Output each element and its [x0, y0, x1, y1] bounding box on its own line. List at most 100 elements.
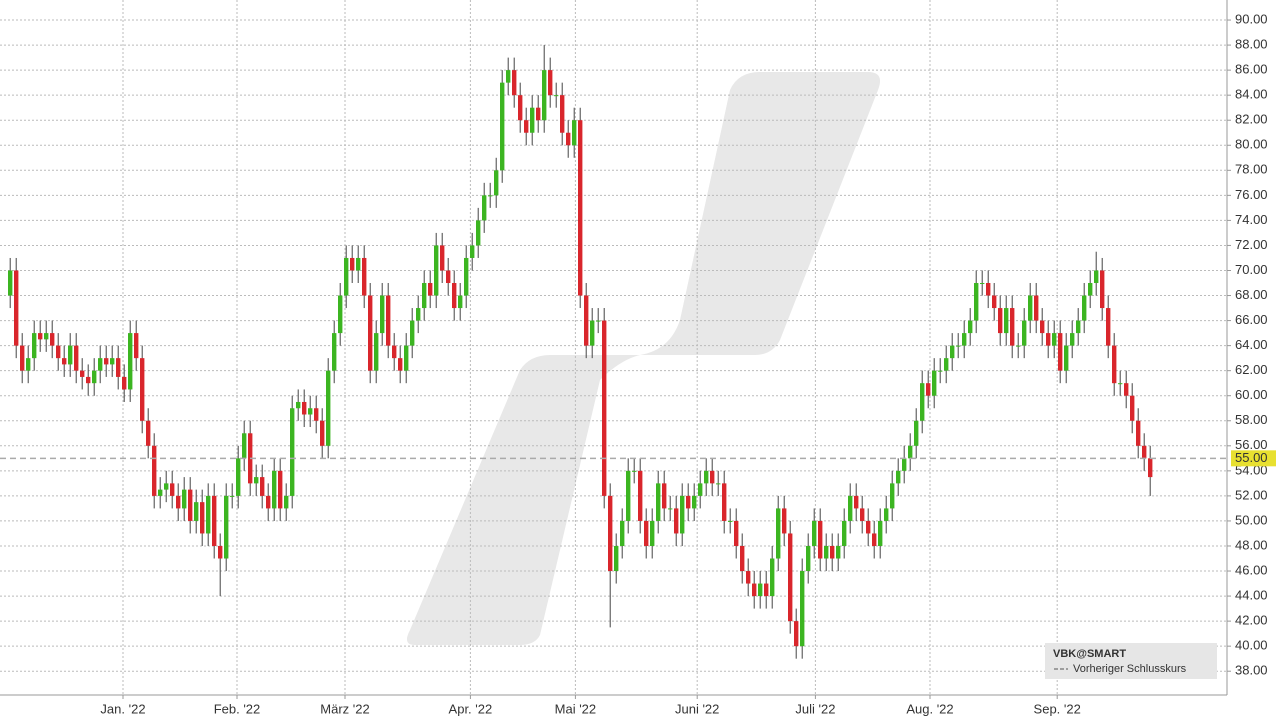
- candle-body: [506, 70, 511, 83]
- x-tick-label: Juni '22: [675, 701, 719, 716]
- candle-body: [356, 257, 361, 271]
- candle-body: [668, 508, 673, 510]
- candle-body: [560, 95, 565, 133]
- candle-body: [734, 520, 739, 546]
- candle-body: [1022, 320, 1027, 346]
- y-tick-label: 88.00: [1235, 37, 1268, 52]
- candle-body: [890, 483, 895, 509]
- legend-title: VBK@SMART: [1053, 648, 1126, 660]
- candle-body: [482, 195, 487, 221]
- candle-body: [20, 345, 25, 371]
- candle-body: [632, 470, 637, 472]
- y-tick-label: 72.00: [1235, 237, 1268, 252]
- candle-body: [362, 257, 367, 296]
- candle-body: [200, 502, 205, 534]
- candle-body: [146, 420, 151, 446]
- candle-body: [314, 408, 319, 421]
- candle-body: [962, 333, 967, 346]
- y-tick-label: 90.00: [1235, 11, 1268, 26]
- candle-body: [848, 495, 853, 521]
- y-tick-label: 80.00: [1235, 137, 1268, 152]
- x-tick-label: März '22: [320, 701, 369, 716]
- candle-body: [1052, 333, 1057, 346]
- candle-body: [938, 370, 943, 372]
- y-tick-label: 70.00: [1235, 262, 1268, 277]
- y-tick-label: 62.00: [1235, 362, 1268, 377]
- candle-body: [662, 483, 667, 509]
- candle-body: [818, 520, 823, 559]
- y-tick-label: 44.00: [1235, 588, 1268, 603]
- candle-body: [602, 320, 607, 496]
- candle-body: [80, 370, 85, 377]
- candle-body: [110, 358, 115, 365]
- y-tick-label: 42.00: [1235, 613, 1268, 628]
- candle-body: [170, 483, 175, 496]
- candle-body: [836, 545, 841, 559]
- candle-body: [548, 70, 553, 96]
- x-tick-label: Mai '22: [555, 701, 597, 716]
- candle-body: [380, 295, 385, 334]
- y-tick-label: 66.00: [1235, 312, 1268, 327]
- candle-body: [884, 508, 889, 521]
- candle-body: [86, 376, 91, 384]
- candle-body: [986, 283, 991, 296]
- candle-body: [488, 195, 493, 197]
- candle-body: [326, 370, 331, 446]
- candle-body: [806, 545, 811, 572]
- candle-body: [752, 583, 757, 597]
- candle-body: [1100, 270, 1105, 309]
- candle-body: [758, 583, 763, 597]
- x-tick-label: Apr. '22: [449, 701, 493, 716]
- candle-body: [74, 345, 79, 371]
- candle-body: [182, 489, 187, 509]
- candle-body: [812, 520, 817, 546]
- candle-body: [428, 283, 433, 296]
- candle-body: [1016, 345, 1021, 347]
- legend: VBK@SMART Vorheriger Schlusskurs: [1045, 643, 1217, 679]
- candle-body: [704, 470, 709, 484]
- candle-body: [38, 333, 43, 340]
- candle-body: [866, 520, 871, 534]
- candle-body: [374, 333, 379, 371]
- candle-body: [236, 458, 241, 496]
- x-tick-label: Aug. '22: [906, 701, 953, 716]
- candle-body: [626, 470, 631, 521]
- candle-body: [1130, 395, 1135, 421]
- y-tick-label: 68.00: [1235, 287, 1268, 302]
- candle-body: [686, 495, 691, 509]
- x-tick-label: Juli '22: [795, 701, 835, 716]
- candle-body: [332, 333, 337, 371]
- candle-body: [1142, 445, 1147, 459]
- candle-body: [26, 358, 31, 371]
- candle-body: [800, 571, 805, 647]
- candle-body: [524, 120, 529, 133]
- candle-body: [638, 470, 643, 521]
- y-tick-label: 52.00: [1235, 487, 1268, 502]
- y-tick-label: 78.00: [1235, 162, 1268, 177]
- candle-body: [368, 295, 373, 371]
- candle-body: [674, 508, 679, 534]
- candle-body: [1046, 333, 1051, 346]
- candle-body: [536, 107, 541, 121]
- candle-body: [584, 295, 589, 346]
- candle-body: [152, 445, 157, 496]
- candle-body: [1094, 270, 1099, 284]
- candle-body: [464, 257, 469, 296]
- candle-body: [1010, 308, 1015, 346]
- candle-body: [698, 483, 703, 496]
- y-tick-label: 58.00: [1235, 412, 1268, 427]
- candle-body: [140, 358, 145, 421]
- candle-body: [746, 571, 751, 584]
- candle-body: [614, 545, 619, 572]
- candle-body: [386, 295, 391, 346]
- candle-body: [92, 370, 97, 384]
- candle-body: [530, 107, 535, 133]
- candle-body: [254, 477, 259, 484]
- candle-body: [122, 376, 127, 390]
- candle-body: [944, 358, 949, 371]
- candle-body: [896, 470, 901, 484]
- candle-body: [572, 120, 577, 146]
- candle-body: [512, 70, 517, 96]
- candle-body: [1106, 308, 1111, 346]
- candle-body: [1028, 295, 1033, 321]
